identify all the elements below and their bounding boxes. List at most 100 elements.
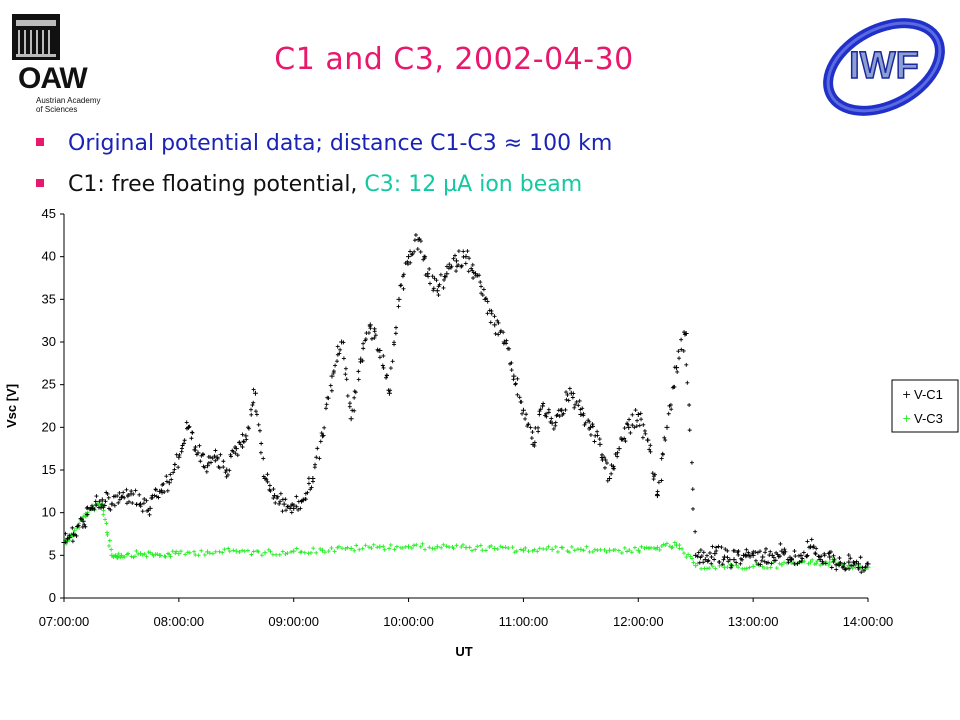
data-point-filler bbox=[434, 278, 439, 283]
data-point-filler bbox=[85, 505, 90, 510]
building-icon bbox=[12, 14, 60, 60]
data-point-filler bbox=[725, 555, 730, 560]
iwf-logo: IWF bbox=[823, 18, 945, 116]
data-point-filler bbox=[177, 452, 182, 457]
x-tick-label: 14:00:00 bbox=[843, 614, 894, 629]
data-point-filler bbox=[467, 256, 472, 261]
data-point-filler bbox=[467, 545, 472, 550]
data-point bbox=[693, 563, 699, 569]
data-point-filler bbox=[823, 561, 828, 566]
data-point-filler bbox=[828, 549, 833, 554]
data-point-filler bbox=[634, 424, 639, 429]
data-point-filler bbox=[340, 546, 345, 551]
data-point-filler bbox=[492, 314, 497, 319]
data-point bbox=[808, 544, 814, 550]
data-point-filler bbox=[144, 498, 149, 503]
data-point-filler bbox=[388, 388, 393, 393]
data-point-filler bbox=[213, 448, 218, 453]
data-point-filler bbox=[129, 554, 134, 559]
data-point-filler bbox=[171, 470, 176, 475]
data-point-filler bbox=[70, 525, 75, 530]
bullet-text-c1: C1: free floating potential, bbox=[68, 172, 358, 197]
data-point bbox=[291, 548, 297, 554]
data-point-filler bbox=[818, 563, 823, 568]
data-point-filler bbox=[630, 412, 635, 417]
y-tick-label: 40 bbox=[42, 249, 56, 264]
data-point-filler bbox=[235, 453, 240, 458]
data-point-filler bbox=[213, 549, 218, 554]
data-point-filler bbox=[782, 552, 787, 557]
data-point-filler bbox=[332, 549, 337, 554]
data-point-filler bbox=[717, 559, 722, 564]
data-point-filler bbox=[256, 549, 261, 554]
bullet-marker bbox=[36, 138, 44, 146]
data-point-filler bbox=[361, 341, 366, 346]
data-point bbox=[492, 322, 498, 328]
data-point-filler bbox=[453, 253, 457, 258]
data-point-filler bbox=[609, 471, 614, 476]
data-point-filler bbox=[797, 559, 802, 564]
data-point-filler bbox=[101, 512, 106, 517]
data-point-filler bbox=[811, 544, 816, 549]
data-point-filler bbox=[172, 462, 177, 467]
data-point bbox=[319, 547, 325, 553]
data-point-filler bbox=[544, 547, 549, 552]
bullet-text-c3: C3: 12 µA ion beam bbox=[357, 172, 583, 197]
data-point-filler bbox=[426, 274, 431, 279]
data-point bbox=[511, 373, 517, 379]
data-point-filler bbox=[221, 459, 226, 464]
data-point-filler bbox=[303, 497, 308, 502]
data-point-filler bbox=[709, 554, 714, 559]
data-point-filler bbox=[753, 550, 758, 555]
data-point-filler bbox=[523, 416, 528, 421]
data-point bbox=[138, 551, 144, 557]
data-point-filler bbox=[67, 533, 72, 538]
data-point-filler bbox=[268, 549, 273, 554]
data-point-filler bbox=[526, 549, 531, 554]
data-point-filler bbox=[341, 340, 346, 345]
data-point-filler bbox=[484, 296, 489, 301]
data-point-filler bbox=[666, 411, 671, 416]
data-point-filler bbox=[515, 376, 520, 381]
data-point-filler bbox=[483, 548, 488, 553]
data-point-filler bbox=[423, 547, 428, 552]
data-point-filler bbox=[164, 474, 169, 479]
data-point-filler bbox=[147, 512, 152, 517]
data-point-filler bbox=[116, 500, 121, 505]
data-point-filler bbox=[273, 500, 278, 505]
data-point-filler bbox=[549, 416, 554, 421]
data-point-filler bbox=[148, 550, 153, 555]
data-point bbox=[492, 546, 498, 552]
data-point-filler bbox=[567, 550, 572, 555]
data-point-filler bbox=[782, 560, 787, 565]
data-point-filler bbox=[253, 409, 258, 414]
data-point-filler bbox=[98, 505, 103, 510]
oeaw-logo: OAW Austrian Academy of Sciences bbox=[12, 14, 122, 114]
data-point-filler bbox=[859, 570, 864, 575]
data-point bbox=[520, 547, 526, 553]
data-point-filler bbox=[647, 447, 652, 452]
data-point-filler bbox=[831, 559, 836, 564]
data-point-filler bbox=[820, 559, 825, 564]
data-point-filler bbox=[753, 558, 758, 563]
data-point bbox=[434, 288, 440, 294]
data-point-filler bbox=[629, 550, 634, 555]
data-point-filler bbox=[523, 545, 528, 550]
y-axis-title: Vsc [V] bbox=[4, 384, 19, 428]
data-point-filler bbox=[689, 460, 694, 465]
data-point-filler bbox=[153, 487, 158, 492]
data-point-filler bbox=[124, 487, 129, 492]
data-point-filler bbox=[852, 560, 857, 565]
data-point-filler bbox=[775, 552, 780, 557]
data-point-filler bbox=[668, 402, 673, 407]
data-point bbox=[453, 258, 459, 264]
data-point-filler bbox=[454, 543, 459, 548]
data-point-filler bbox=[321, 433, 326, 438]
data-point-filler bbox=[563, 407, 568, 412]
data-point-filler bbox=[513, 381, 518, 386]
data-point-filler bbox=[786, 560, 791, 565]
data-point bbox=[166, 480, 172, 486]
data-point-filler bbox=[106, 495, 111, 500]
data-point-filler bbox=[414, 542, 419, 547]
data-point bbox=[205, 549, 211, 555]
